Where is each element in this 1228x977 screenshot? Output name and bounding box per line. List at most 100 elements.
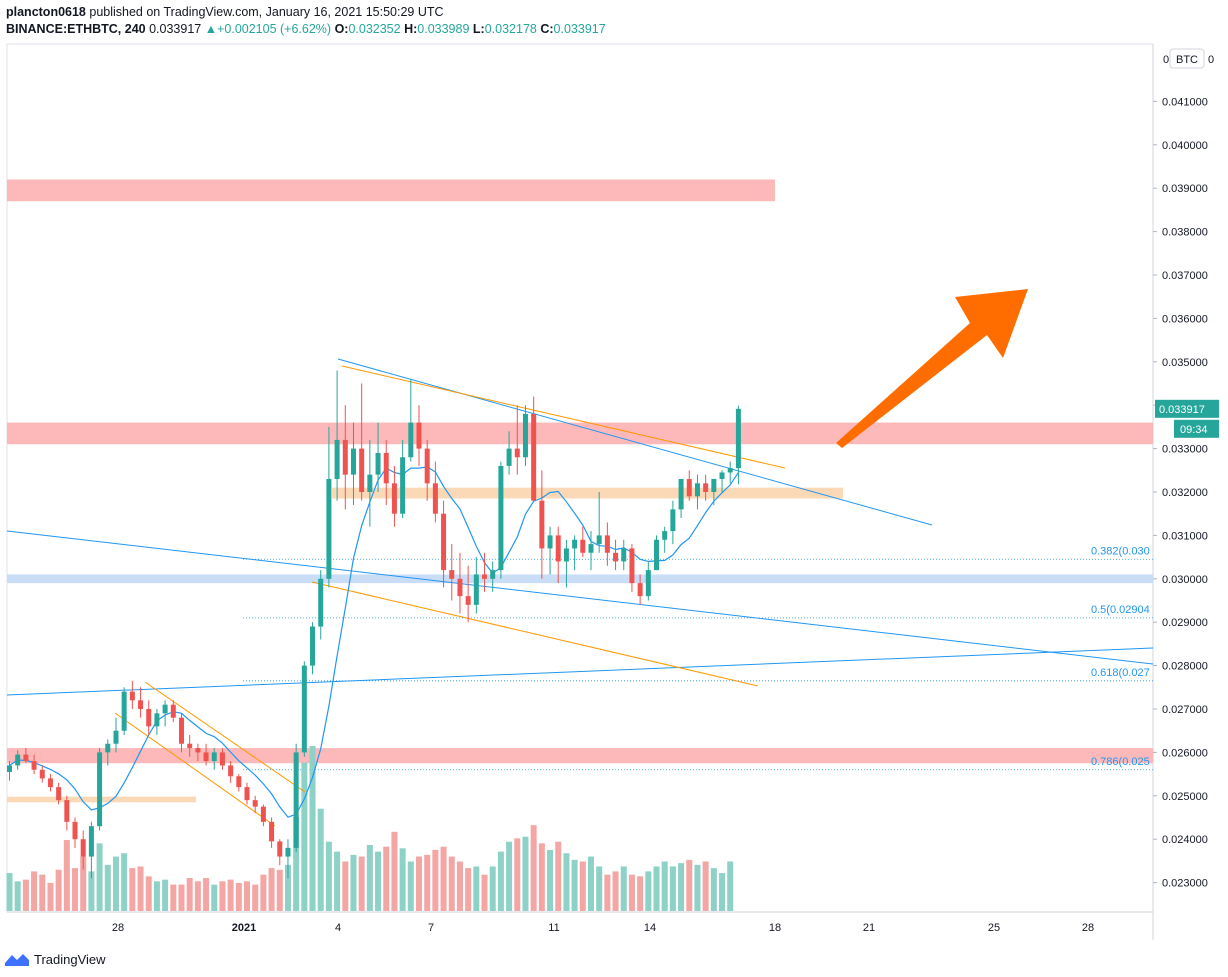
candle-body[interactable] bbox=[31, 761, 37, 770]
candle-body[interactable] bbox=[391, 483, 397, 514]
candle-body[interactable] bbox=[514, 448, 520, 458]
candle-body[interactable] bbox=[686, 478, 692, 497]
candle-body[interactable] bbox=[72, 821, 78, 840]
candle-body[interactable] bbox=[252, 800, 258, 807]
candle-body[interactable] bbox=[334, 439, 340, 479]
candle-body[interactable] bbox=[580, 539, 586, 553]
candle-body[interactable] bbox=[113, 730, 119, 744]
candle-body[interactable] bbox=[465, 596, 471, 605]
candle-body[interactable] bbox=[326, 478, 332, 579]
candle-body[interactable] bbox=[23, 754, 29, 762]
candle-body[interactable] bbox=[146, 709, 152, 727]
candle-body[interactable] bbox=[219, 752, 225, 766]
candle-body[interactable] bbox=[539, 500, 545, 549]
candle-body[interactable] bbox=[350, 448, 356, 475]
candle-body[interactable] bbox=[621, 548, 627, 562]
candle-body[interactable] bbox=[694, 483, 700, 497]
candle-body[interactable] bbox=[555, 535, 561, 562]
candle-body[interactable] bbox=[457, 578, 463, 597]
candle-body[interactable] bbox=[244, 787, 250, 801]
candle-body[interactable] bbox=[416, 422, 422, 449]
candle-body[interactable] bbox=[645, 570, 651, 597]
candle-body[interactable] bbox=[531, 413, 537, 501]
candle-body[interactable] bbox=[342, 439, 348, 475]
candle-body[interactable] bbox=[80, 839, 86, 857]
candle-body[interactable] bbox=[490, 570, 496, 579]
candle-body[interactable] bbox=[719, 472, 725, 479]
candle-body[interactable] bbox=[424, 448, 430, 484]
candle-body[interactable] bbox=[629, 548, 635, 584]
candle-body[interactable] bbox=[105, 743, 111, 753]
candle-body[interactable] bbox=[596, 535, 602, 545]
candle-body[interactable] bbox=[138, 700, 144, 709]
candle-body[interactable] bbox=[506, 448, 512, 466]
trend-line[interactable] bbox=[114, 712, 276, 827]
candle-body[interactable] bbox=[178, 717, 184, 744]
candle-body[interactable] bbox=[662, 531, 668, 540]
trend-line[interactable] bbox=[144, 681, 306, 793]
candle-body[interactable] bbox=[64, 800, 70, 822]
candle-body[interactable] bbox=[310, 626, 316, 666]
candle-body[interactable] bbox=[121, 691, 127, 731]
candle-body[interactable] bbox=[408, 422, 414, 458]
candle-body[interactable] bbox=[88, 826, 94, 857]
candle-body[interactable] bbox=[7, 765, 12, 772]
candle-body[interactable] bbox=[170, 704, 176, 718]
trend-line[interactable] bbox=[337, 358, 933, 526]
candle-body[interactable] bbox=[449, 570, 455, 579]
candle-body[interactable] bbox=[187, 743, 193, 749]
candle-body[interactable] bbox=[203, 752, 209, 762]
candle-body[interactable] bbox=[211, 752, 217, 762]
candle-body[interactable] bbox=[547, 535, 553, 549]
candle-body[interactable] bbox=[727, 468, 733, 473]
candle-body[interactable] bbox=[572, 539, 578, 549]
candle-body[interactable] bbox=[588, 544, 594, 553]
candle-body[interactable] bbox=[482, 574, 488, 579]
candle-body[interactable] bbox=[162, 704, 168, 714]
candle-body[interactable] bbox=[301, 665, 307, 753]
candle-body[interactable] bbox=[563, 548, 569, 562]
candle-body[interactable] bbox=[228, 765, 234, 777]
candle-body[interactable] bbox=[285, 847, 291, 857]
candle-body[interactable] bbox=[195, 748, 201, 753]
candle-body[interactable] bbox=[735, 408, 741, 469]
trend-line[interactable] bbox=[341, 365, 786, 469]
candle-body[interactable] bbox=[269, 821, 275, 842]
candle-body[interactable] bbox=[47, 778, 53, 788]
candle-body[interactable] bbox=[56, 787, 62, 801]
candle-body[interactable] bbox=[432, 483, 438, 514]
candle-body[interactable] bbox=[277, 841, 283, 857]
candle-body[interactable] bbox=[441, 513, 447, 571]
candle-body[interactable] bbox=[383, 452, 389, 484]
candle-body[interactable] bbox=[711, 478, 717, 492]
author-name[interactable]: plancton0618 bbox=[6, 5, 86, 19]
candle-body[interactable] bbox=[260, 806, 266, 822]
trend-line[interactable] bbox=[6, 647, 1154, 696]
candle-body[interactable] bbox=[129, 691, 135, 701]
candle-body[interactable] bbox=[15, 754, 21, 766]
candle-body[interactable] bbox=[522, 413, 528, 458]
currency-button[interactable] bbox=[1169, 48, 1205, 69]
candle-body[interactable] bbox=[654, 539, 660, 571]
trend-line[interactable] bbox=[311, 581, 759, 687]
candle-body[interactable] bbox=[670, 509, 676, 532]
candle-body[interactable] bbox=[604, 535, 610, 553]
candle-body[interactable] bbox=[613, 552, 619, 562]
candle-body[interactable] bbox=[375, 452, 381, 475]
candle-body[interactable] bbox=[318, 578, 324, 627]
candle-body[interactable] bbox=[703, 483, 709, 492]
candle-body[interactable] bbox=[678, 478, 684, 510]
candle-body[interactable] bbox=[236, 776, 242, 788]
plot-area[interactable] bbox=[6, 43, 1154, 913]
candle-body[interactable] bbox=[367, 474, 373, 492]
candle-body[interactable] bbox=[97, 752, 103, 827]
trend-line[interactable] bbox=[6, 530, 1154, 665]
candle-body[interactable] bbox=[39, 769, 45, 779]
candle-body[interactable] bbox=[473, 574, 479, 605]
candle-body[interactable] bbox=[498, 465, 504, 571]
candle-body[interactable] bbox=[400, 457, 406, 514]
footer-brand[interactable]: TradingView bbox=[4, 948, 106, 970]
candle-body[interactable] bbox=[154, 713, 160, 727]
candle-body[interactable] bbox=[637, 583, 643, 597]
